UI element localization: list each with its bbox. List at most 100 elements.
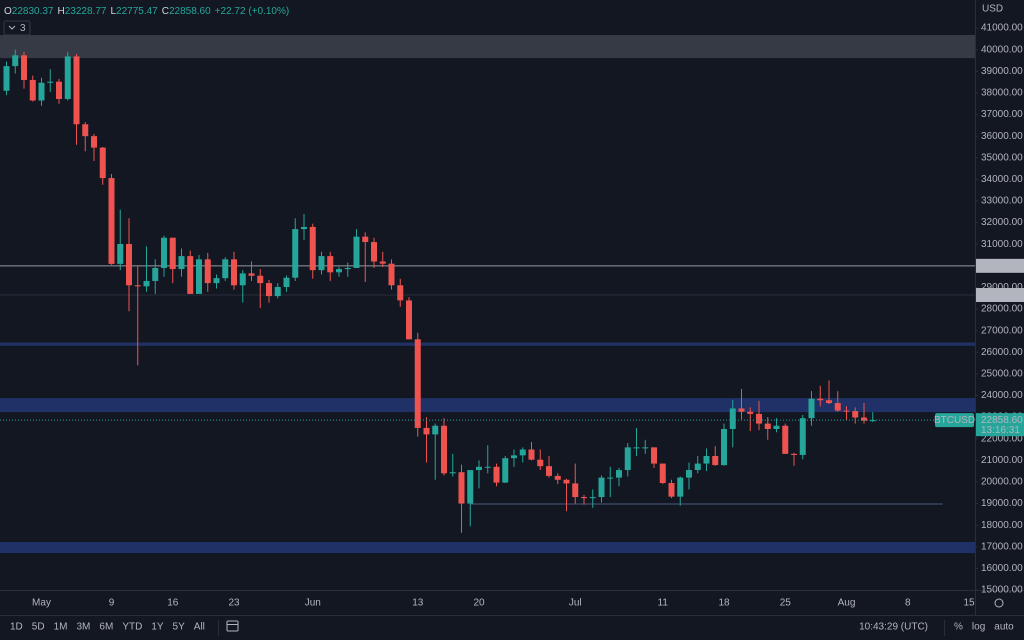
candle-body	[38, 82, 45, 101]
candle-body	[607, 477, 614, 479]
settings-icon[interactable]	[994, 598, 1004, 608]
x-tick-label: Jul	[569, 598, 582, 609]
range-button[interactable]: 5D	[32, 622, 45, 633]
candle-body	[169, 237, 176, 270]
range-button[interactable]: 1M	[54, 622, 68, 633]
candle-body	[747, 411, 754, 414]
candle-body	[861, 417, 867, 421]
y-tick-label: 36000.00	[981, 131, 1023, 142]
candle-body	[738, 408, 745, 412]
scale-button[interactable]: auto	[994, 622, 1014, 633]
candle-body	[598, 477, 605, 498]
ohlc-value: 22775.47	[116, 6, 158, 17]
x-tick-label: 25	[780, 598, 792, 609]
indicator-box[interactable]	[3, 20, 31, 36]
x-tick-label: 8	[905, 598, 911, 609]
candle-body	[371, 242, 377, 262]
candle-body	[432, 425, 439, 435]
x-tick-label: 18	[718, 598, 730, 609]
candle-body	[117, 243, 124, 264]
range-button[interactable]: All	[194, 622, 205, 633]
scale-button[interactable]: %	[954, 622, 963, 633]
candle-body	[528, 449, 535, 460]
y-tick-label: 41000.00	[981, 23, 1023, 34]
candle-body	[729, 408, 736, 429]
candle-body	[694, 463, 701, 471]
price-tag-label: 30000.00	[981, 260, 1023, 271]
range-button[interactable]: 1D	[10, 622, 23, 633]
calendar-icon[interactable]	[226, 620, 239, 632]
y-tick-label: 37000.00	[981, 109, 1023, 120]
y-tick-label: 28000.00	[981, 304, 1023, 315]
candle-body	[56, 81, 62, 99]
range-button[interactable]: YTD	[122, 622, 142, 633]
y-tick-label: 40000.00	[981, 44, 1023, 55]
candle-body	[222, 259, 229, 279]
symbol-tag	[935, 413, 974, 428]
candle-body	[633, 447, 640, 449]
candle-body	[266, 283, 272, 297]
candle-body	[712, 456, 719, 466]
candle-body	[668, 483, 675, 497]
candle-body	[64, 56, 71, 99]
range-button[interactable]: 5Y	[173, 622, 186, 633]
candle-body	[91, 136, 97, 148]
indicator-toggle[interactable]: 3	[3, 20, 31, 36]
candle-body	[406, 300, 412, 340]
gear-icon[interactable]	[994, 598, 1004, 608]
x-tick-label: 20	[473, 598, 485, 609]
range-button[interactable]: 3M	[77, 622, 91, 633]
price-tag-label: 28650.00	[981, 290, 1023, 301]
candle-body	[143, 280, 150, 287]
indicator-count[interactable]: 3	[20, 23, 26, 34]
candle-body	[178, 256, 185, 270]
candle-body	[869, 420, 876, 422]
candle-body	[677, 477, 684, 497]
y-tick-label: 21000.00	[981, 455, 1023, 466]
price-zone	[0, 542, 975, 554]
countdown-label: 13:16:31	[981, 425, 1020, 436]
candle-body	[187, 256, 194, 294]
price-zone	[0, 342, 975, 346]
symbol-label: BTCUSD	[934, 415, 975, 426]
candle-body	[458, 472, 465, 504]
y-tick-label: 29000.00	[981, 282, 1023, 293]
scale-button[interactable]: log	[972, 622, 985, 633]
candle-body	[441, 425, 447, 474]
y-tick-label: 32000.00	[981, 217, 1023, 228]
candle-body	[73, 56, 80, 125]
ohlc-value: 22830.37	[12, 6, 54, 17]
range-button[interactable]: 1Y	[151, 622, 164, 633]
range-button[interactable]: 6M	[99, 622, 113, 633]
y-tick-label: 20000.00	[981, 477, 1023, 488]
currency: USD	[982, 4, 1003, 15]
date-range-icon[interactable]	[226, 620, 239, 632]
y-tick-label: 16000.00	[981, 563, 1023, 574]
candle-body	[344, 267, 351, 270]
candle-body	[493, 466, 500, 483]
candle-body	[572, 483, 579, 498]
candle-body	[82, 124, 89, 137]
y-tick-label: 39000.00	[981, 66, 1023, 77]
candle-body	[843, 410, 850, 412]
price-tag	[976, 288, 1024, 302]
candle-body	[791, 453, 797, 455]
x-tick-label: 23	[228, 598, 240, 609]
candle-body	[642, 447, 649, 449]
y-tick-label: 26000.00	[981, 347, 1023, 358]
chevron-icon[interactable]	[8, 25, 16, 30]
candle-body	[581, 497, 587, 499]
candle-body	[834, 403, 841, 411]
candle-body	[274, 287, 281, 297]
candle-body	[318, 256, 325, 271]
x-tick-label: 13	[412, 598, 424, 609]
candle-body	[196, 259, 202, 294]
candle-body	[3, 66, 10, 91]
candle-body	[379, 261, 386, 264]
candle-body	[362, 236, 369, 243]
candle-body	[799, 418, 806, 455]
change: +22.72 (+0.10%)	[215, 6, 290, 17]
x-tick-label: 16	[167, 598, 179, 609]
